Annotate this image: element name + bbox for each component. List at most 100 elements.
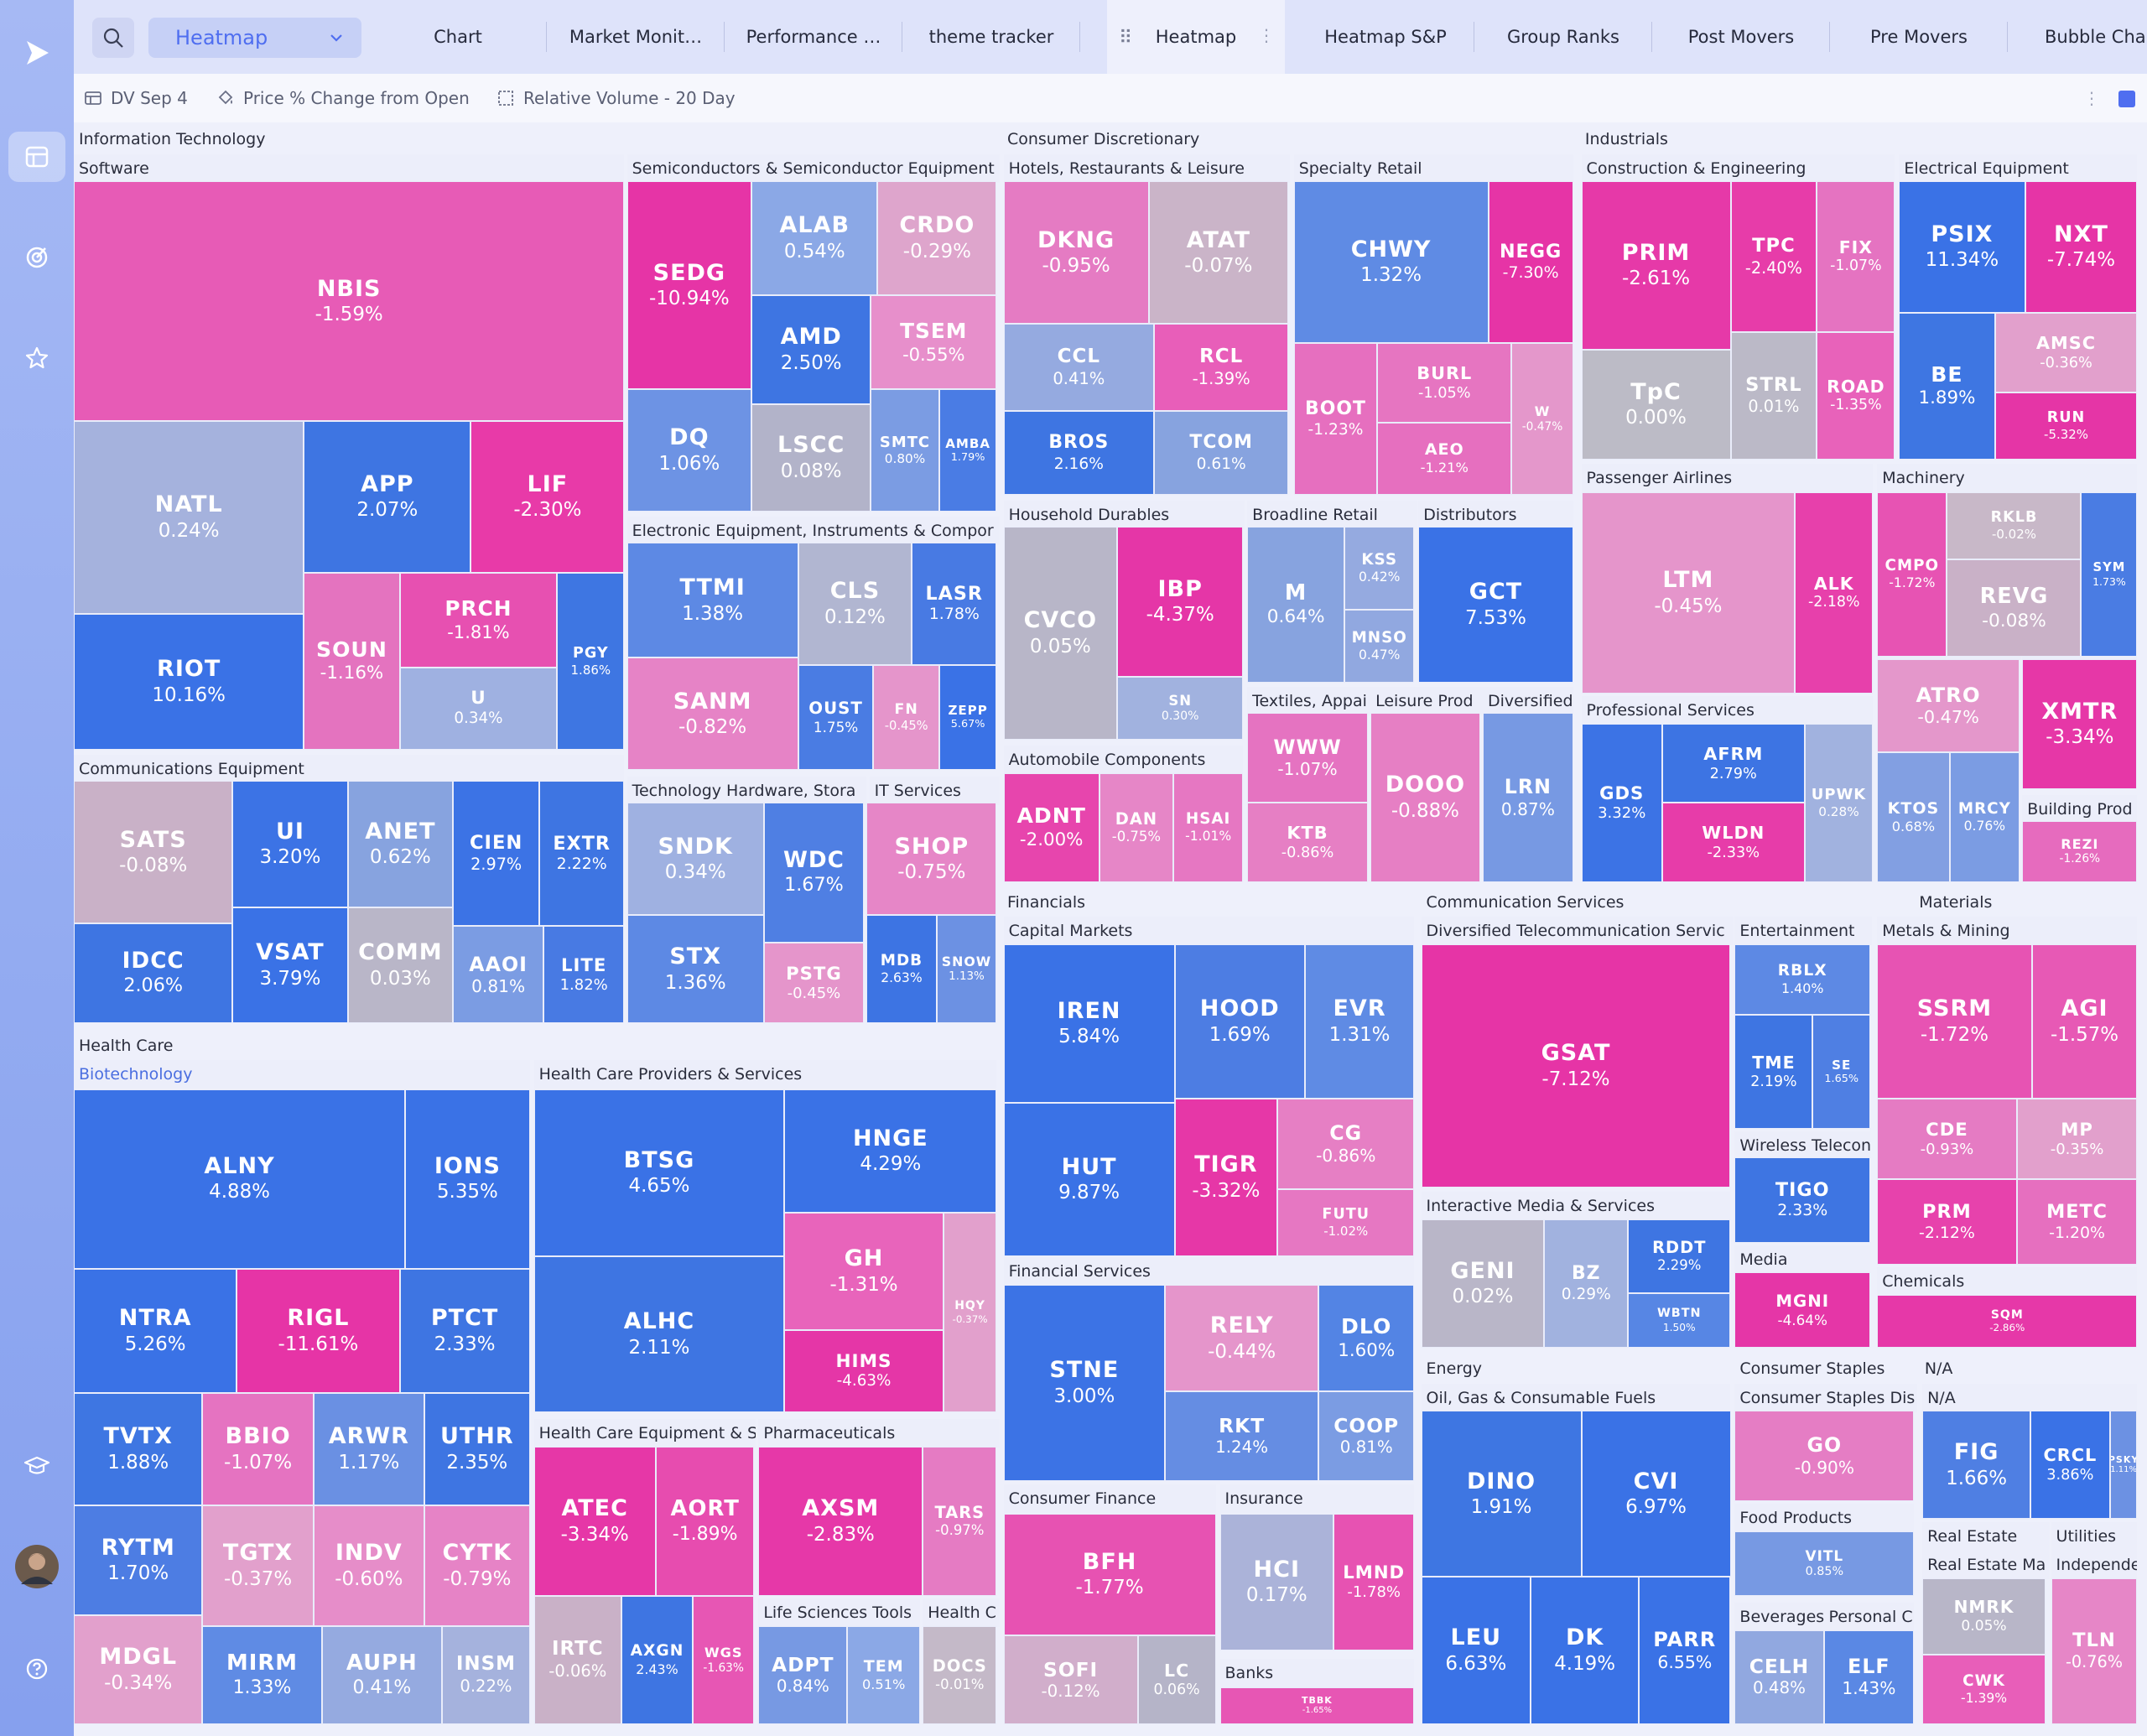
ticker-tile[interactable]: CYTK -0.79% bbox=[424, 1505, 530, 1626]
industry-label[interactable]: Entertainment bbox=[1734, 916, 1872, 945]
ticker-tile[interactable]: BFH -1.77% bbox=[1003, 1513, 1216, 1636]
industry-label[interactable]: Real Estate bbox=[1922, 1521, 2050, 1551]
industry-label[interactable]: Life Sciences Tools bbox=[758, 1598, 920, 1627]
ticker-tile[interactable]: SOUN -1.16% bbox=[304, 573, 400, 750]
ticker-tile[interactable]: TLN -0.76% bbox=[2051, 1577, 2138, 1725]
ticker-tile[interactable]: CG -0.86% bbox=[1277, 1099, 1415, 1189]
industry-label[interactable]: Pharmaceuticals bbox=[758, 1419, 1000, 1448]
tab-performance[interactable]: Performance … bbox=[725, 0, 902, 74]
ticker-tile[interactable]: NTRA 5.26% bbox=[74, 1268, 237, 1394]
ticker-tile[interactable]: VITL 0.85% bbox=[1734, 1531, 1915, 1596]
ticker-tile[interactable]: EVR 1.31% bbox=[1304, 943, 1415, 1099]
industry-label[interactable]: Specialty Retail bbox=[1293, 153, 1573, 183]
ticker-tile[interactable]: ROAD -1.35% bbox=[1817, 331, 1895, 460]
more-options-icon[interactable]: ⋮ bbox=[2083, 88, 2100, 108]
ticker-tile[interactable]: PRCH -1.81% bbox=[399, 573, 558, 668]
ticker-tile[interactable]: NXT -7.74% bbox=[2025, 181, 2138, 313]
target-icon[interactable] bbox=[8, 231, 65, 282]
ticker-tile[interactable]: PGY 1.86% bbox=[557, 573, 625, 750]
ticker-tile[interactable]: HQY -0.37% bbox=[943, 1212, 997, 1412]
ticker-tile[interactable]: XMTR -3.34% bbox=[2022, 659, 2138, 790]
tab-market-monitor[interactable]: Market Monit… bbox=[547, 0, 725, 74]
industry-label[interactable]: Building Prod bbox=[2022, 794, 2138, 824]
industry-label[interactable]: Diversified bbox=[1483, 686, 1573, 715]
search-button[interactable] bbox=[92, 18, 134, 58]
ticker-tile[interactable]: TARS -0.97% bbox=[923, 1446, 997, 1596]
ticker-tile[interactable]: PSTG -0.45% bbox=[763, 942, 865, 1024]
ticker-tile[interactable]: AUPH 0.41% bbox=[321, 1625, 443, 1725]
ticker-tile[interactable]: GSAT -7.12% bbox=[1421, 943, 1731, 1188]
ticker-tile[interactable]: LTM -0.45% bbox=[1581, 491, 1796, 694]
ticker-tile[interactable]: ALNY 4.88% bbox=[74, 1089, 406, 1269]
ticker-tile[interactable]: REZI -1.26% bbox=[2022, 820, 2138, 883]
ticker-tile[interactable]: HIMS -4.63% bbox=[784, 1330, 944, 1412]
ticker-tile[interactable]: CVCO 0.05% bbox=[1003, 526, 1118, 741]
industry-label[interactable]: IT Services bbox=[869, 777, 1000, 806]
ticker-tile[interactable]: TGTX -0.37% bbox=[202, 1505, 314, 1626]
ticker-tile[interactable]: CRDO -0.29% bbox=[877, 181, 997, 295]
industry-label[interactable]: Financial Services bbox=[1003, 1257, 1415, 1286]
ticker-tile[interactable]: RDDT 2.29% bbox=[1628, 1219, 1731, 1293]
tab-heatmap-active[interactable]: ⠿ Heatmap ⋮ bbox=[1107, 0, 1285, 74]
ticker-tile[interactable]: BBIO -1.07% bbox=[202, 1393, 314, 1505]
ticker-tile[interactable]: TEM 0.51% bbox=[847, 1625, 920, 1725]
ticker-tile[interactable]: DAN -0.75% bbox=[1099, 772, 1173, 883]
ticker-tile[interactable]: LC 0.06% bbox=[1137, 1635, 1216, 1725]
ticker-tile[interactable]: MNSO 0.47% bbox=[1344, 610, 1415, 683]
ticker-tile[interactable]: AMBA 1.79% bbox=[938, 389, 997, 512]
ticker-tile[interactable]: BOOT -1.23% bbox=[1293, 342, 1378, 496]
ticker-tile[interactable]: STRL 0.01% bbox=[1730, 331, 1817, 460]
ticker-tile[interactable]: UPWK 0.28% bbox=[1804, 723, 1874, 883]
ticker-tile[interactable]: FN -0.45% bbox=[873, 664, 939, 771]
ticker-tile[interactable]: COMM 0.03% bbox=[347, 907, 454, 1024]
ticker-tile[interactable]: APP 2.07% bbox=[304, 420, 471, 574]
color-swatch[interactable] bbox=[2118, 91, 2135, 107]
ticker-tile[interactable]: WWW -1.07% bbox=[1247, 712, 1368, 803]
ticker-tile[interactable]: ELF 1.43% bbox=[1823, 1629, 1915, 1725]
industry-label[interactable]: Semiconductors & Semiconductor Equipment bbox=[626, 153, 1000, 183]
industry-label[interactable]: Professional Services bbox=[1581, 696, 1874, 725]
ticker-tile[interactable]: NBIS -1.59% bbox=[74, 181, 625, 421]
industry-label[interactable]: Household Durables bbox=[1003, 500, 1245, 529]
ticker-tile[interactable]: FIX -1.07% bbox=[1817, 181, 1895, 332]
industry-label[interactable]: Health C bbox=[923, 1598, 1000, 1627]
ticker-tile[interactable]: UI 3.20% bbox=[232, 781, 348, 907]
ticker-tile[interactable]: AXGN 2.43% bbox=[621, 1595, 693, 1725]
ticker-tile[interactable]: KTOS 0.68% bbox=[1877, 752, 1950, 883]
ticker-tile[interactable]: ANET 0.62% bbox=[347, 781, 454, 907]
ticker-tile[interactable]: TTMI 1.38% bbox=[626, 543, 798, 658]
ticker-tile[interactable]: SQM -2.86% bbox=[1877, 1294, 2138, 1349]
ticker-tile[interactable]: BE 1.89% bbox=[1899, 312, 1995, 460]
industry-label[interactable]: Automobile Components bbox=[1003, 745, 1244, 774]
view-select[interactable]: Heatmap bbox=[148, 18, 361, 58]
ticker-tile[interactable]: GCT 7.53% bbox=[1418, 526, 1573, 683]
industry-label[interactable]: Oil, Gas & Consumable Fuels bbox=[1421, 1383, 1731, 1412]
ticker-tile[interactable]: IREN 5.84% bbox=[1003, 943, 1175, 1103]
industry-label[interactable]: Leisure Prod bbox=[1370, 686, 1483, 715]
tab-theme-tracker[interactable]: theme tracker bbox=[902, 0, 1080, 74]
ticker-tile[interactable]: UTHR 2.35% bbox=[424, 1393, 530, 1505]
ticker-tile[interactable]: SN 0.30% bbox=[1117, 677, 1244, 741]
ticker-tile[interactable]: ALAB 0.54% bbox=[751, 181, 878, 295]
industry-label[interactable]: Health Care Equipment & S bbox=[533, 1419, 756, 1448]
ticker-tile[interactable]: LEU 6.63% bbox=[1421, 1576, 1531, 1725]
ticker-tile[interactable]: STX 1.36% bbox=[626, 915, 764, 1024]
ticker-tile[interactable]: SOFI -0.12% bbox=[1003, 1635, 1138, 1725]
ticker-tile[interactable]: SANM -0.82% bbox=[626, 657, 798, 771]
ticker-tile[interactable]: RUN -5.32% bbox=[1994, 392, 2138, 460]
ticker-tile[interactable]: AORT -1.89% bbox=[655, 1446, 755, 1596]
ticker-tile[interactable]: SMTC 0.80% bbox=[871, 389, 939, 512]
ticker-tile[interactable]: RYTM 1.70% bbox=[74, 1505, 203, 1615]
ticker-tile[interactable]: LASR 1.78% bbox=[912, 543, 997, 665]
color-metric-setting[interactable]: Price % Change from Open bbox=[216, 74, 470, 122]
industry-label[interactable]: Construction & Engineering bbox=[1581, 153, 1895, 183]
industry-label[interactable]: Beverages bbox=[1734, 1602, 1824, 1631]
industry-label[interactable]: Personal C bbox=[1823, 1602, 1915, 1631]
ticker-tile[interactable]: SSRM -1.72% bbox=[1877, 943, 2032, 1099]
industry-label[interactable]: Electrical Equipment bbox=[1899, 153, 2138, 183]
ticker-tile[interactable]: IONS 5.35% bbox=[405, 1089, 530, 1269]
ticker-tile[interactable]: M 0.64% bbox=[1247, 526, 1345, 683]
ticker-tile[interactable]: AFRM 2.79% bbox=[1661, 723, 1805, 803]
ticker-tile[interactable]: NMRK 0.05% bbox=[1922, 1577, 2046, 1655]
tab-bubble-chart[interactable]: Bubble Char bbox=[2008, 0, 2147, 74]
